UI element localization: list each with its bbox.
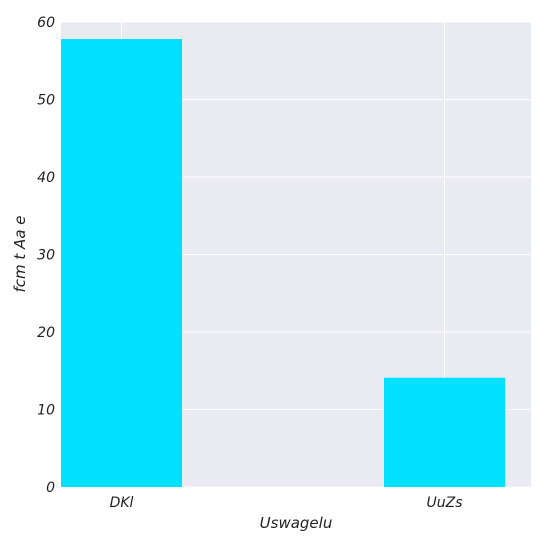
y-tick-label: 0 bbox=[46, 480, 55, 496]
y-tick-label: 60 bbox=[37, 15, 55, 31]
bars bbox=[61, 39, 505, 488]
x-tick-labels: DKl UuZs bbox=[110, 495, 463, 511]
y-tick-label: 40 bbox=[37, 170, 55, 186]
y-tick-label: 20 bbox=[37, 325, 55, 341]
bar-dkl bbox=[61, 39, 182, 488]
y-axis-label: fcm t Aa e bbox=[11, 215, 29, 292]
y-tick-labels: 0 10 20 30 40 50 60 bbox=[37, 15, 55, 496]
x-tick-label: UuZs bbox=[426, 495, 462, 511]
y-tick-label: 10 bbox=[37, 403, 55, 419]
y-tick-label: 50 bbox=[37, 93, 55, 109]
bar-uuzs bbox=[384, 377, 505, 487]
y-tick-label: 30 bbox=[37, 248, 55, 264]
x-tick-label: DKl bbox=[110, 495, 134, 511]
x-axis-label: Uswagelu bbox=[260, 514, 333, 532]
